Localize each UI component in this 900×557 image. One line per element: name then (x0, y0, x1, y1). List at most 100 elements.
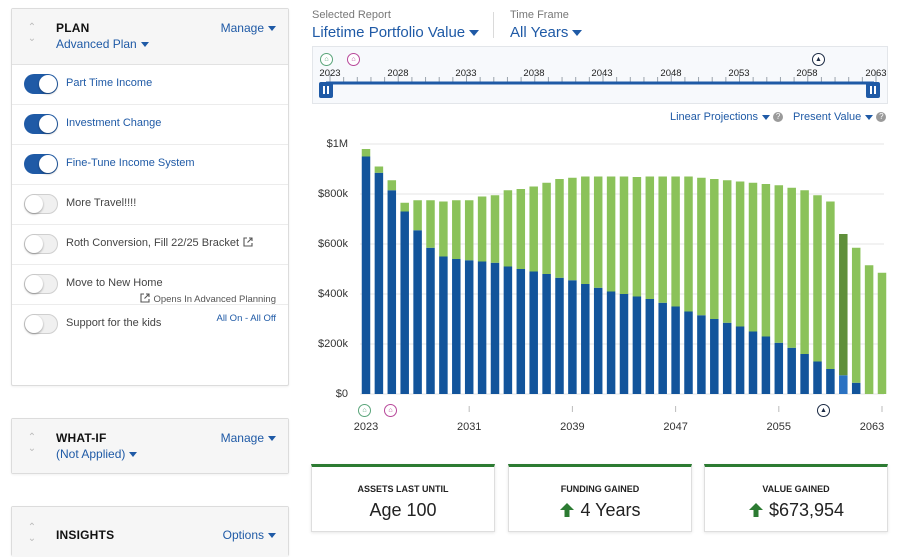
all-off-link[interactable]: All Off (250, 313, 276, 324)
bar-green[interactable] (581, 176, 590, 285)
bar-green[interactable] (464, 200, 474, 261)
bar-green[interactable] (774, 185, 784, 343)
bar-blue[interactable] (529, 271, 538, 395)
bar-green[interactable] (439, 201, 448, 257)
toggle-switch[interactable] (24, 274, 58, 294)
bar-green[interactable] (632, 177, 642, 297)
bar-green[interactable] (490, 195, 500, 263)
all-on-link[interactable]: All On (216, 313, 243, 324)
bar-blue[interactable] (839, 375, 848, 394)
projection-dropdown[interactable]: Linear Projections? (670, 111, 784, 123)
bar-blue[interactable] (645, 299, 655, 394)
milestone-green-icon[interactable]: ⌂ (320, 53, 333, 66)
milestone-pink-icon[interactable]: ⌂ (347, 53, 360, 66)
bar-blue[interactable] (439, 256, 448, 395)
bar-blue[interactable] (632, 296, 642, 395)
bar-blue[interactable] (697, 315, 706, 394)
bar-green[interactable] (555, 179, 564, 278)
bar-blue[interactable] (593, 287, 603, 394)
bar-green[interactable] (503, 190, 513, 267)
bar-green[interactable] (400, 202, 409, 212)
bar-green[interactable] (826, 201, 835, 370)
chart-milestone-pink-icon[interactable]: ⌂ (384, 404, 397, 417)
bar-blue[interactable] (851, 382, 861, 394)
bar-green[interactable] (387, 180, 397, 191)
bar-blue[interactable] (361, 156, 371, 395)
report-selector[interactable]: Lifetime Portfolio Value (312, 24, 480, 41)
bar-green[interactable] (619, 176, 629, 295)
help-icon[interactable]: ? (876, 112, 887, 123)
bar-green[interactable] (864, 265, 874, 394)
bar-green[interactable] (606, 176, 616, 292)
toggle-switch[interactable] (24, 234, 58, 254)
bar-blue[interactable] (619, 294, 629, 394)
bar-blue[interactable] (477, 261, 487, 395)
bar-blue[interactable] (516, 269, 526, 394)
plan-manage-button[interactable]: Manage (221, 21, 276, 35)
bar-green[interactable] (658, 176, 667, 303)
bar-blue[interactable] (800, 354, 809, 394)
collapse-chevron-icon[interactable]: ⌃ ⌄ (27, 522, 37, 544)
bar-green[interactable] (800, 190, 809, 354)
bar-blue[interactable] (452, 259, 461, 394)
bar-blue[interactable] (826, 369, 835, 394)
bar-green[interactable] (413, 200, 422, 231)
bar-blue[interactable] (761, 336, 771, 395)
bar-blue[interactable] (555, 277, 564, 394)
bar-blue[interactable] (748, 331, 758, 395)
bar-green[interactable] (761, 184, 771, 337)
bar-blue[interactable] (374, 172, 384, 394)
bar-green[interactable] (529, 186, 538, 272)
bar-blue[interactable] (542, 274, 551, 394)
toggle-switch[interactable] (24, 114, 58, 134)
bar-green[interactable] (710, 179, 719, 319)
bar-green[interactable] (787, 187, 796, 348)
bar-blue[interactable] (774, 342, 784, 394)
bar-blue[interactable] (658, 302, 667, 394)
bar-green[interactable] (839, 234, 848, 376)
bar-green[interactable] (374, 166, 384, 173)
collapse-chevron-icon[interactable]: ⌃ ⌄ (27, 432, 37, 454)
bar-green[interactable] (593, 176, 603, 288)
bar-blue[interactable] (400, 211, 409, 395)
bar-blue[interactable] (568, 280, 577, 394)
bar-green[interactable] (851, 247, 861, 383)
toggle-switch[interactable] (24, 194, 58, 214)
bar-blue[interactable] (722, 322, 732, 394)
bar-blue[interactable] (606, 291, 616, 395)
bar-blue[interactable] (581, 284, 590, 394)
chart-milestone-green-icon[interactable]: ⌂ (358, 404, 371, 417)
bar-blue[interactable] (813, 361, 822, 395)
timeline-start-handle[interactable] (319, 82, 333, 98)
bar-blue[interactable] (787, 347, 796, 394)
insights-options-button[interactable]: Options (223, 528, 276, 542)
timeframe-selector[interactable]: All Years (510, 24, 583, 41)
bar-blue[interactable] (735, 326, 745, 395)
bar-green[interactable] (684, 176, 693, 312)
bar-green[interactable] (516, 189, 526, 269)
toggle-switch[interactable] (24, 74, 58, 94)
value-mode-dropdown[interactable]: Present Value? (793, 111, 887, 123)
bar-blue[interactable] (710, 319, 719, 394)
toggle-switch[interactable] (24, 154, 58, 174)
bar-green[interactable] (477, 196, 487, 262)
bar-green[interactable] (877, 272, 887, 394)
bar-blue[interactable] (413, 230, 422, 394)
bar-green[interactable] (748, 182, 758, 332)
timeline-end-handle[interactable] (866, 82, 880, 98)
bar-blue[interactable] (426, 247, 435, 394)
bar-green[interactable] (452, 200, 461, 259)
bar-blue[interactable] (671, 306, 680, 395)
collapse-chevron-icon[interactable]: ⌃ ⌄ (27, 22, 37, 44)
bar-green[interactable] (645, 176, 655, 300)
bar-blue[interactable] (490, 262, 500, 394)
bar-green[interactable] (697, 177, 706, 316)
toggle-switch[interactable] (24, 314, 58, 334)
bar-green[interactable] (542, 182, 551, 274)
bar-blue[interactable] (387, 190, 397, 394)
bar-green[interactable] (426, 200, 435, 248)
bar-green[interactable] (568, 177, 577, 281)
bar-blue[interactable] (464, 260, 474, 394)
whatif-manage-button[interactable]: Manage (221, 431, 276, 445)
whatif-selector[interactable]: (Not Applied) (56, 447, 138, 461)
